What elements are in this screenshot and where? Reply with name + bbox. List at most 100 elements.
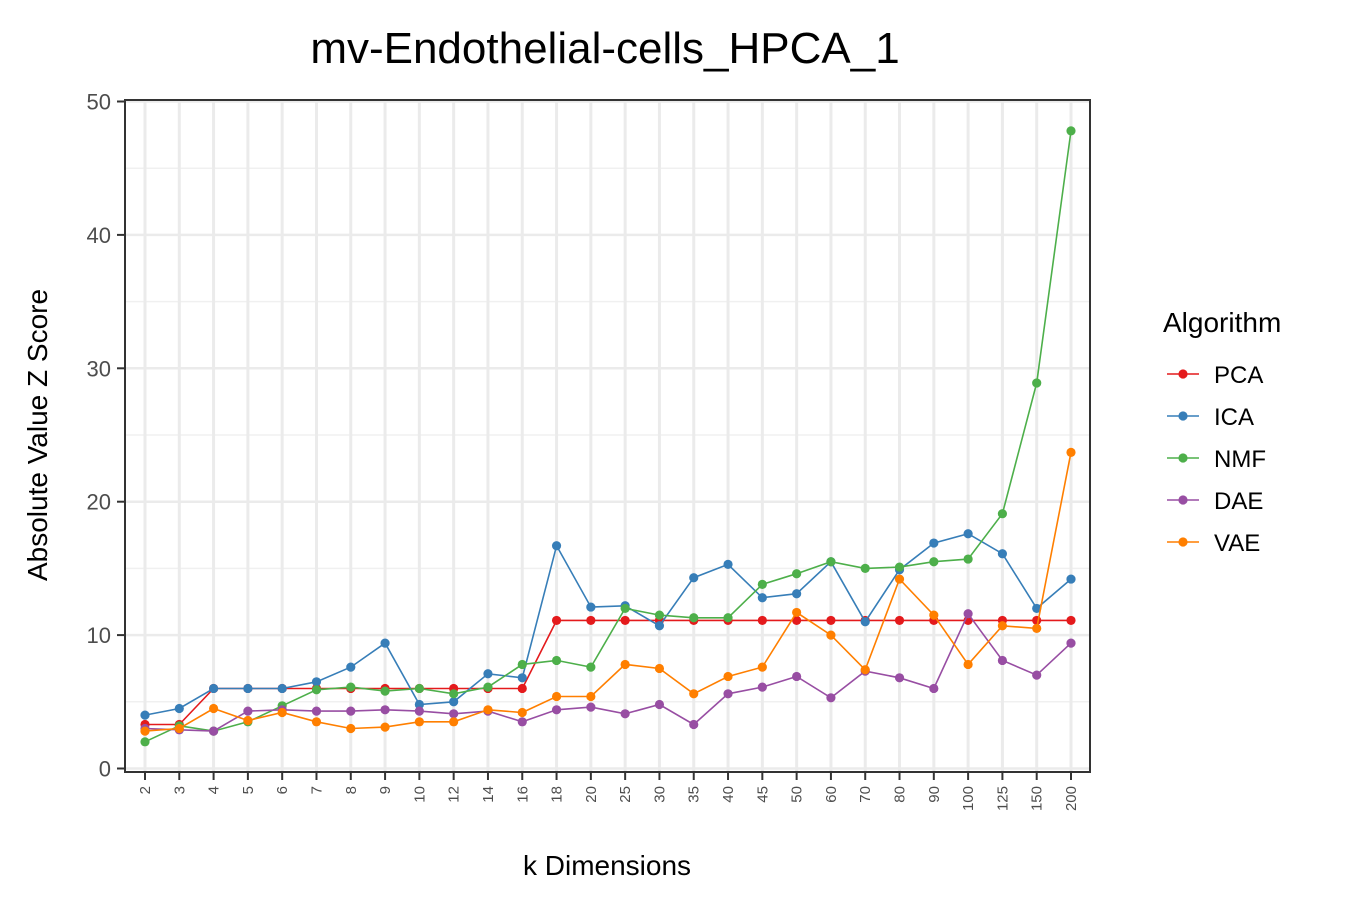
x-tick-label: 90 <box>926 786 943 803</box>
legend-key-point <box>1178 495 1188 505</box>
data-point-ica <box>929 538 939 548</box>
data-point-vae <box>894 574 905 584</box>
data-point-ica <box>483 669 493 679</box>
data-point-pca <box>620 615 630 626</box>
x-tick-label: 200 <box>1063 786 1080 811</box>
x-tick-label: 6 <box>274 786 291 794</box>
data-point-dae <box>963 609 973 619</box>
data-point-vae <box>792 607 802 618</box>
data-point-ica <box>792 589 802 599</box>
data-point-nmf <box>963 554 973 564</box>
data-point-dae <box>380 705 390 715</box>
data-point-nmf <box>860 563 870 574</box>
data-point-vae <box>449 717 459 727</box>
y-tick-label: 0 <box>99 757 111 782</box>
legend-item-vae: VAE <box>1167 530 1260 557</box>
data-point-vae <box>311 717 322 727</box>
data-point-dae <box>449 709 459 719</box>
x-tick-label: 100 <box>960 786 977 811</box>
x-axis: 2 3 4 5 6 7 8 9 10 12 14 16 18 20 25 30 35 40 45 50 60 70 80 90… <box>137 772 1080 811</box>
data-point-ica <box>208 683 219 694</box>
data-point-vae <box>551 691 562 702</box>
legend-label: NMF <box>1214 446 1266 473</box>
legend-key-point <box>1178 411 1188 421</box>
data-point-pca <box>792 615 802 626</box>
data-point-vae <box>380 722 390 732</box>
x-tick-label: 2 <box>137 786 154 794</box>
data-point-ica <box>1032 603 1042 614</box>
data-point-ica <box>551 541 562 551</box>
x-tick-label: 20 <box>583 786 600 803</box>
data-point-pca <box>1032 615 1042 626</box>
data-point-nmf <box>723 613 733 623</box>
data-point-vae <box>174 723 184 734</box>
data-point-vae <box>277 707 287 718</box>
data-point-dae <box>551 705 562 715</box>
data-point-dae <box>517 717 527 727</box>
data-point-ica <box>1066 574 1076 584</box>
data-point-pca <box>757 615 767 626</box>
x-tick-label: 80 <box>892 786 909 803</box>
legend-key-point <box>1178 369 1188 379</box>
data-point-vae <box>929 610 939 620</box>
legend-item-ica: ICA <box>1167 404 1254 431</box>
data-point-ica <box>140 710 150 720</box>
x-tick-label: 60 <box>823 786 840 803</box>
data-point-vae <box>208 703 219 714</box>
x-tick-label: 8 <box>343 786 360 794</box>
data-point-vae <box>997 621 1008 631</box>
y-tick-label: 40 <box>87 223 111 248</box>
series-line-vae <box>144 452 1072 732</box>
data-point-dae <box>826 693 836 703</box>
data-point-ica <box>586 602 596 612</box>
data-point-ica <box>311 677 322 687</box>
data-point-nmf <box>483 682 493 692</box>
y-tick-label: 10 <box>87 623 111 648</box>
data-point-vae <box>586 691 596 702</box>
data-point-ica <box>860 617 870 627</box>
data-point-vae <box>414 717 424 727</box>
data-point-nmf <box>997 509 1008 519</box>
data-point-dae <box>929 683 939 694</box>
data-point-nmf <box>826 557 836 567</box>
series-vae <box>140 447 1076 736</box>
data-point-vae <box>860 665 870 675</box>
data-point-dae <box>792 671 802 682</box>
data-point-dae <box>1066 638 1076 648</box>
grid-lines <box>125 100 1090 772</box>
x-tick-label: 10 <box>411 786 428 803</box>
data-point-ica <box>174 703 184 714</box>
y-tick-label: 50 <box>87 90 111 115</box>
chart-title: mv-Endothelial-cells_HPCA_1 <box>310 24 899 73</box>
data-point-dae <box>346 706 356 716</box>
x-tick-label: 5 <box>240 786 257 794</box>
x-tick-label: 40 <box>720 786 737 803</box>
data-point-dae <box>654 699 665 710</box>
data-point-nmf <box>1032 378 1042 388</box>
data-point-dae <box>997 655 1008 666</box>
data-point-dae <box>757 682 767 692</box>
legend-key-point <box>1178 537 1188 547</box>
data-point-ica <box>380 638 390 648</box>
x-tick-label: 18 <box>549 786 566 803</box>
data-point-nmf <box>929 557 939 567</box>
x-tick-label: 50 <box>789 786 806 803</box>
data-point-vae <box>963 659 973 670</box>
data-point-ica <box>449 697 459 707</box>
data-point-nmf <box>586 662 596 672</box>
data-point-vae <box>483 705 493 715</box>
legend: Algorithm PCA ICA NMF DAE VAE <box>1163 307 1281 557</box>
data-point-vae <box>1066 447 1076 457</box>
data-point-nmf <box>311 685 322 695</box>
data-point-ica <box>277 683 287 694</box>
legend-item-nmf: NMF <box>1167 446 1266 473</box>
data-point-pca <box>1066 615 1076 626</box>
data-point-vae <box>757 662 767 672</box>
x-tick-label: 9 <box>377 786 394 794</box>
y-axis: 0 10 20 30 40 50 <box>87 90 125 782</box>
data-point-nmf <box>414 683 424 694</box>
series-nmf <box>140 126 1076 747</box>
x-tick-label: 16 <box>514 786 531 803</box>
series-line-pca <box>145 619 1071 726</box>
